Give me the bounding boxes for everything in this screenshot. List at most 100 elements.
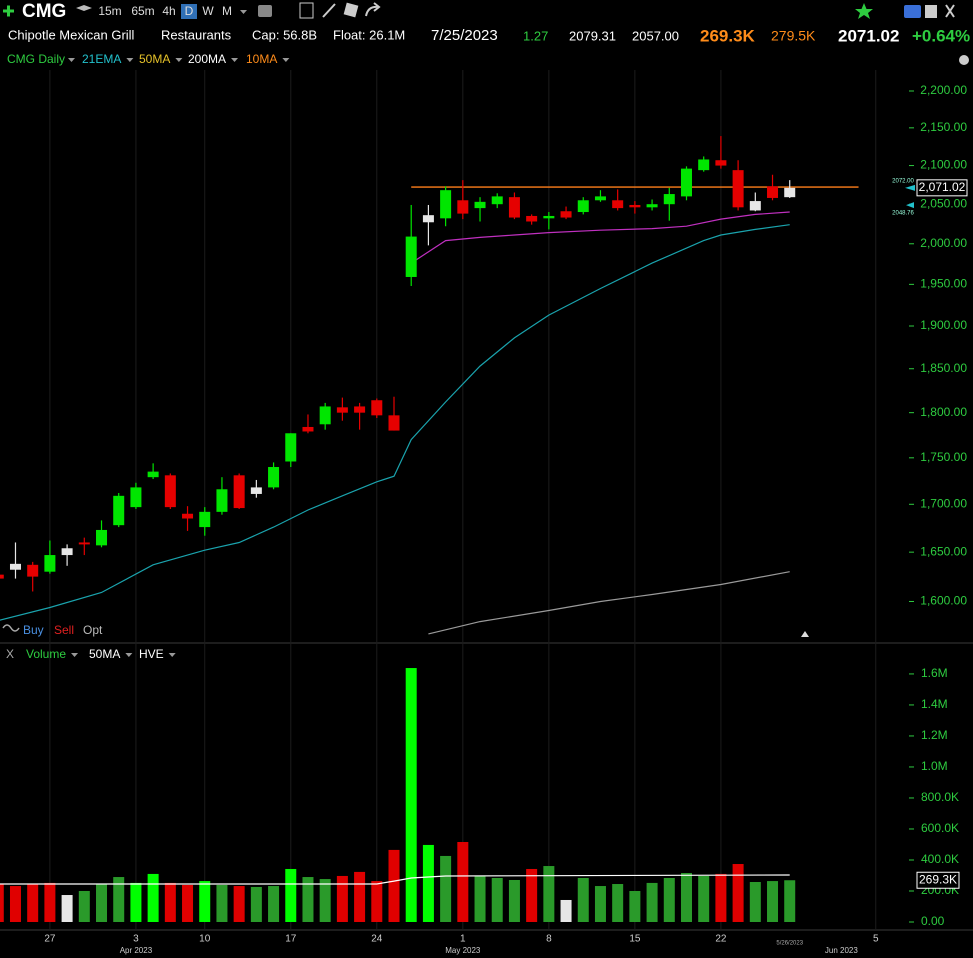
- volume-bar: [715, 873, 727, 922]
- volume-bar: [457, 842, 469, 922]
- volume-bar: [577, 877, 589, 922]
- panel-title[interactable]: Volume: [26, 647, 66, 661]
- value-pointer: [906, 202, 914, 209]
- indicator-name[interactable]: 10MA: [246, 52, 277, 66]
- x-tick-label: 3: [133, 934, 139, 945]
- order-button[interactable]: Buy: [23, 623, 44, 637]
- notes-icon[interactable]: [343, 2, 359, 18]
- y-tick-label: 2,200.00: [920, 83, 967, 97]
- y-tick-label: 2,100.00: [920, 158, 967, 172]
- candle-body: [233, 475, 245, 509]
- dropdown-arrow[interactable]: [175, 58, 183, 62]
- candle-body: [113, 495, 125, 526]
- x-tick-label: 27: [44, 934, 56, 945]
- indicator-name[interactable]: 21EMA: [82, 52, 121, 66]
- y-tick-label: 1,900.00: [920, 318, 967, 332]
- volume-bar: [216, 884, 228, 922]
- change-percent: +0.64%: [912, 26, 970, 45]
- volume-bar: [784, 880, 796, 922]
- timeframe[interactable]: 65m: [131, 4, 154, 18]
- candle-body: [44, 555, 56, 572]
- candle-body: [526, 215, 538, 222]
- volume-bar: [61, 895, 73, 922]
- volume-box-label: 269.3K: [919, 872, 957, 886]
- candle-body: [698, 159, 710, 171]
- volume-box: [916, 871, 960, 889]
- symbol[interactable]: CMG: [22, 1, 66, 22]
- candle-body: [319, 406, 331, 425]
- add-icon[interactable]: [3, 5, 14, 17]
- dropdown-arrow[interactable]: [71, 653, 79, 657]
- timeframe[interactable]: W: [202, 4, 214, 18]
- dropdown-arrow[interactable]: [240, 10, 247, 14]
- volume-bar: [27, 884, 39, 922]
- volume-bar: [302, 877, 314, 922]
- timeframe[interactable]: 4h: [162, 4, 175, 18]
- order-button[interactable]: Sell: [54, 623, 74, 637]
- volume-bar: [646, 882, 658, 922]
- dropdown-arrow[interactable]: [231, 58, 239, 62]
- timeframe-selected: [181, 4, 197, 19]
- volume-bar: [285, 868, 297, 922]
- date-marker: 5/26/2023: [776, 941, 803, 947]
- flag-icon[interactable]: [76, 5, 92, 11]
- y-tick-label: 2,000.00: [920, 236, 967, 250]
- calc-icon[interactable]: [299, 2, 314, 19]
- close-icon[interactable]: [945, 4, 955, 18]
- timeframe[interactable]: M: [222, 4, 232, 18]
- dropdown-arrow[interactable]: [168, 653, 176, 657]
- indicator-name[interactable]: 200MA: [188, 52, 226, 66]
- y-tick-label: 1,800.00: [920, 405, 967, 419]
- panel-close[interactable]: X: [6, 647, 14, 661]
- volume-bar: [612, 884, 624, 922]
- scroll-marker[interactable]: [801, 631, 809, 637]
- dropdown-arrow[interactable]: [125, 653, 133, 657]
- y-tick-label: 800.0K: [921, 790, 959, 804]
- indicator-name[interactable]: 50MA: [139, 52, 170, 66]
- globe-icon[interactable]: [959, 55, 969, 65]
- candle-body: [474, 201, 486, 209]
- candle-body: [594, 196, 606, 201]
- chart-title[interactable]: CMG Daily: [7, 52, 65, 66]
- candle-body: [216, 489, 228, 512]
- x-tick-label: 17: [285, 934, 297, 945]
- candle-body: [250, 487, 262, 494]
- volume-bar: [233, 886, 245, 922]
- s-icon[interactable]: [904, 5, 921, 18]
- candle-body: [302, 426, 314, 432]
- volume-bar: [147, 873, 159, 922]
- trade-icon[interactable]: [2, 624, 20, 632]
- volume-bar: [0, 884, 4, 922]
- candle-body: [182, 513, 194, 519]
- y-tick-label: 1.0M: [921, 759, 948, 773]
- candle-body: [422, 215, 434, 223]
- dropdown-arrow[interactable]: [282, 58, 290, 62]
- draw-icon[interactable]: [322, 3, 336, 18]
- y-tick-label: 600.0K: [921, 821, 959, 835]
- watch-icon[interactable]: [855, 3, 873, 19]
- volume-bar: [319, 879, 331, 922]
- volume-bar: [182, 884, 194, 922]
- candle-body: [491, 196, 503, 205]
- volume-bar: [767, 881, 779, 922]
- volume-bar: [594, 886, 606, 922]
- volume-bar: [44, 882, 56, 922]
- volume-bar: [732, 864, 744, 922]
- indicator-name[interactable]: 50MA: [89, 647, 120, 661]
- timeframe[interactable]: D: [185, 4, 194, 18]
- indicator-name[interactable]: HVE: [139, 647, 164, 661]
- dropdown-arrow[interactable]: [68, 58, 75, 62]
- volume-bar: [526, 868, 538, 922]
- save-icon[interactable]: [925, 5, 937, 18]
- float: Float: 26.1M: [333, 27, 405, 42]
- share-icon[interactable]: [365, 2, 381, 17]
- timeframe[interactable]: 15m: [98, 4, 121, 18]
- volume-bar: [440, 855, 452, 922]
- volume-average-line: [0, 874, 790, 885]
- order-button[interactable]: Opt: [83, 623, 103, 637]
- candle-body: [767, 186, 779, 198]
- plot: [0, 136, 859, 922]
- tc-icon[interactable]: [258, 5, 272, 17]
- dropdown-arrow[interactable]: [126, 58, 134, 62]
